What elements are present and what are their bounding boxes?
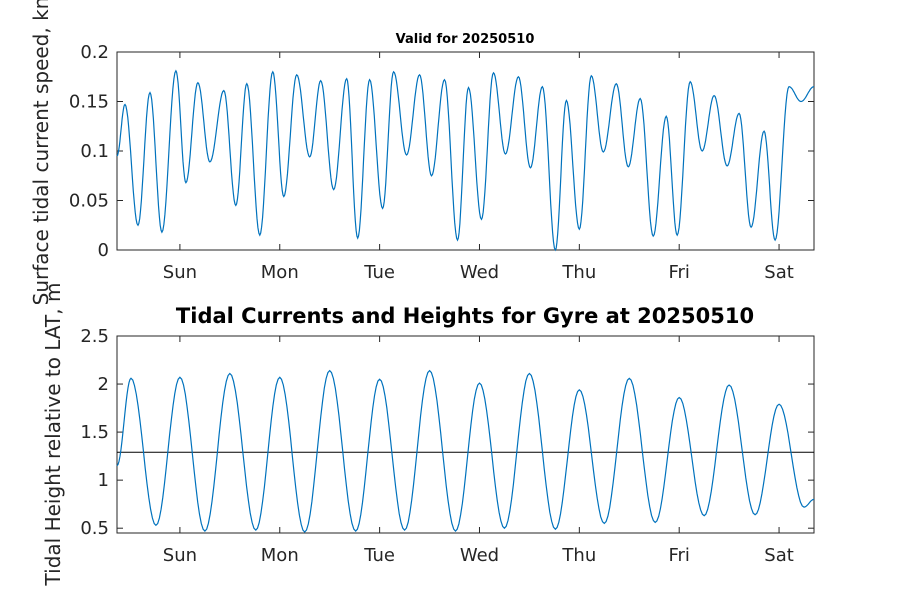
tidal-height-axes: 0.5 1 1.5 2 2.5 Sun Mon Tue Wed Thu Fri Sat Tidal C… xyxy=(41,283,815,587)
tidal-height-ytick-label: 2 xyxy=(98,374,109,395)
current-speed-xtick-label: Tue xyxy=(363,262,395,283)
current-speed-ytick-label: 0.05 xyxy=(69,191,109,212)
current-speed-ytick-label: 0.15 xyxy=(69,92,109,113)
tidal-height-ylabel: Tidal Height relative to LAT, m xyxy=(41,283,65,587)
tidal-height-ytick-label: 1 xyxy=(98,470,109,491)
tidal-height-ytick-label: 1.5 xyxy=(80,422,109,443)
current-speed-series-line xyxy=(116,69,815,252)
current-speed-xtick-label: Sun xyxy=(163,262,197,283)
current-speed-xtick-label: Wed xyxy=(460,262,499,283)
tidal-height-xtick-label: Sat xyxy=(764,545,794,566)
current-speed-xtick-label: Thu xyxy=(561,262,596,283)
current-speed-ytick-label: 0 xyxy=(98,240,109,261)
tidal-height-ytick-label: 0.5 xyxy=(80,518,109,539)
tidal-height-series xyxy=(116,369,815,533)
current-speed-xtick-label: Mon xyxy=(261,262,299,283)
tidal-height-xtick-label: Wed xyxy=(460,545,499,566)
current-speed-ylabel: Surface tidal current speed, kn xyxy=(29,0,53,305)
tidal-height-series-line xyxy=(116,369,815,533)
tidal-height-xtick-label: Sun xyxy=(163,545,197,566)
current-speed-title: Valid for 20250510 xyxy=(396,32,535,47)
tidal-height-xtick-label: Thu xyxy=(561,545,596,566)
current-speed-plot-box xyxy=(116,51,815,251)
current-speed-ytick-label: 0.2 xyxy=(80,42,109,63)
tidal-height-ytick-label: 2.5 xyxy=(80,326,109,347)
current-speed-xtick-label: Fri xyxy=(668,262,689,283)
tidal-height-xtick-label: Mon xyxy=(261,545,299,566)
tidal-height-title: Tidal Currents and Heights for Gyre at 2… xyxy=(176,304,754,328)
current-speed-ticks: 0 0.05 0.1 0.15 0.2 Sun Mon Tue Wed Thu Fri Sat xyxy=(69,42,814,283)
tidal-height-xtick-label: Tue xyxy=(363,545,395,566)
tidal-height-xtick-label: Fri xyxy=(668,545,689,566)
current-speed-xtick-label: Sat xyxy=(764,262,794,283)
tidal-height-ticks: 0.5 1 1.5 2 2.5 Sun Mon Tue Wed Thu Fri Sat xyxy=(80,326,814,566)
current-speed-ytick-label: 0.1 xyxy=(80,141,109,162)
current-speed-series xyxy=(116,69,815,252)
current-speed-axes: 0 0.05 0.1 0.15 0.2 Sun Mon Tue Wed Thu Fri Sat Val… xyxy=(29,0,815,305)
